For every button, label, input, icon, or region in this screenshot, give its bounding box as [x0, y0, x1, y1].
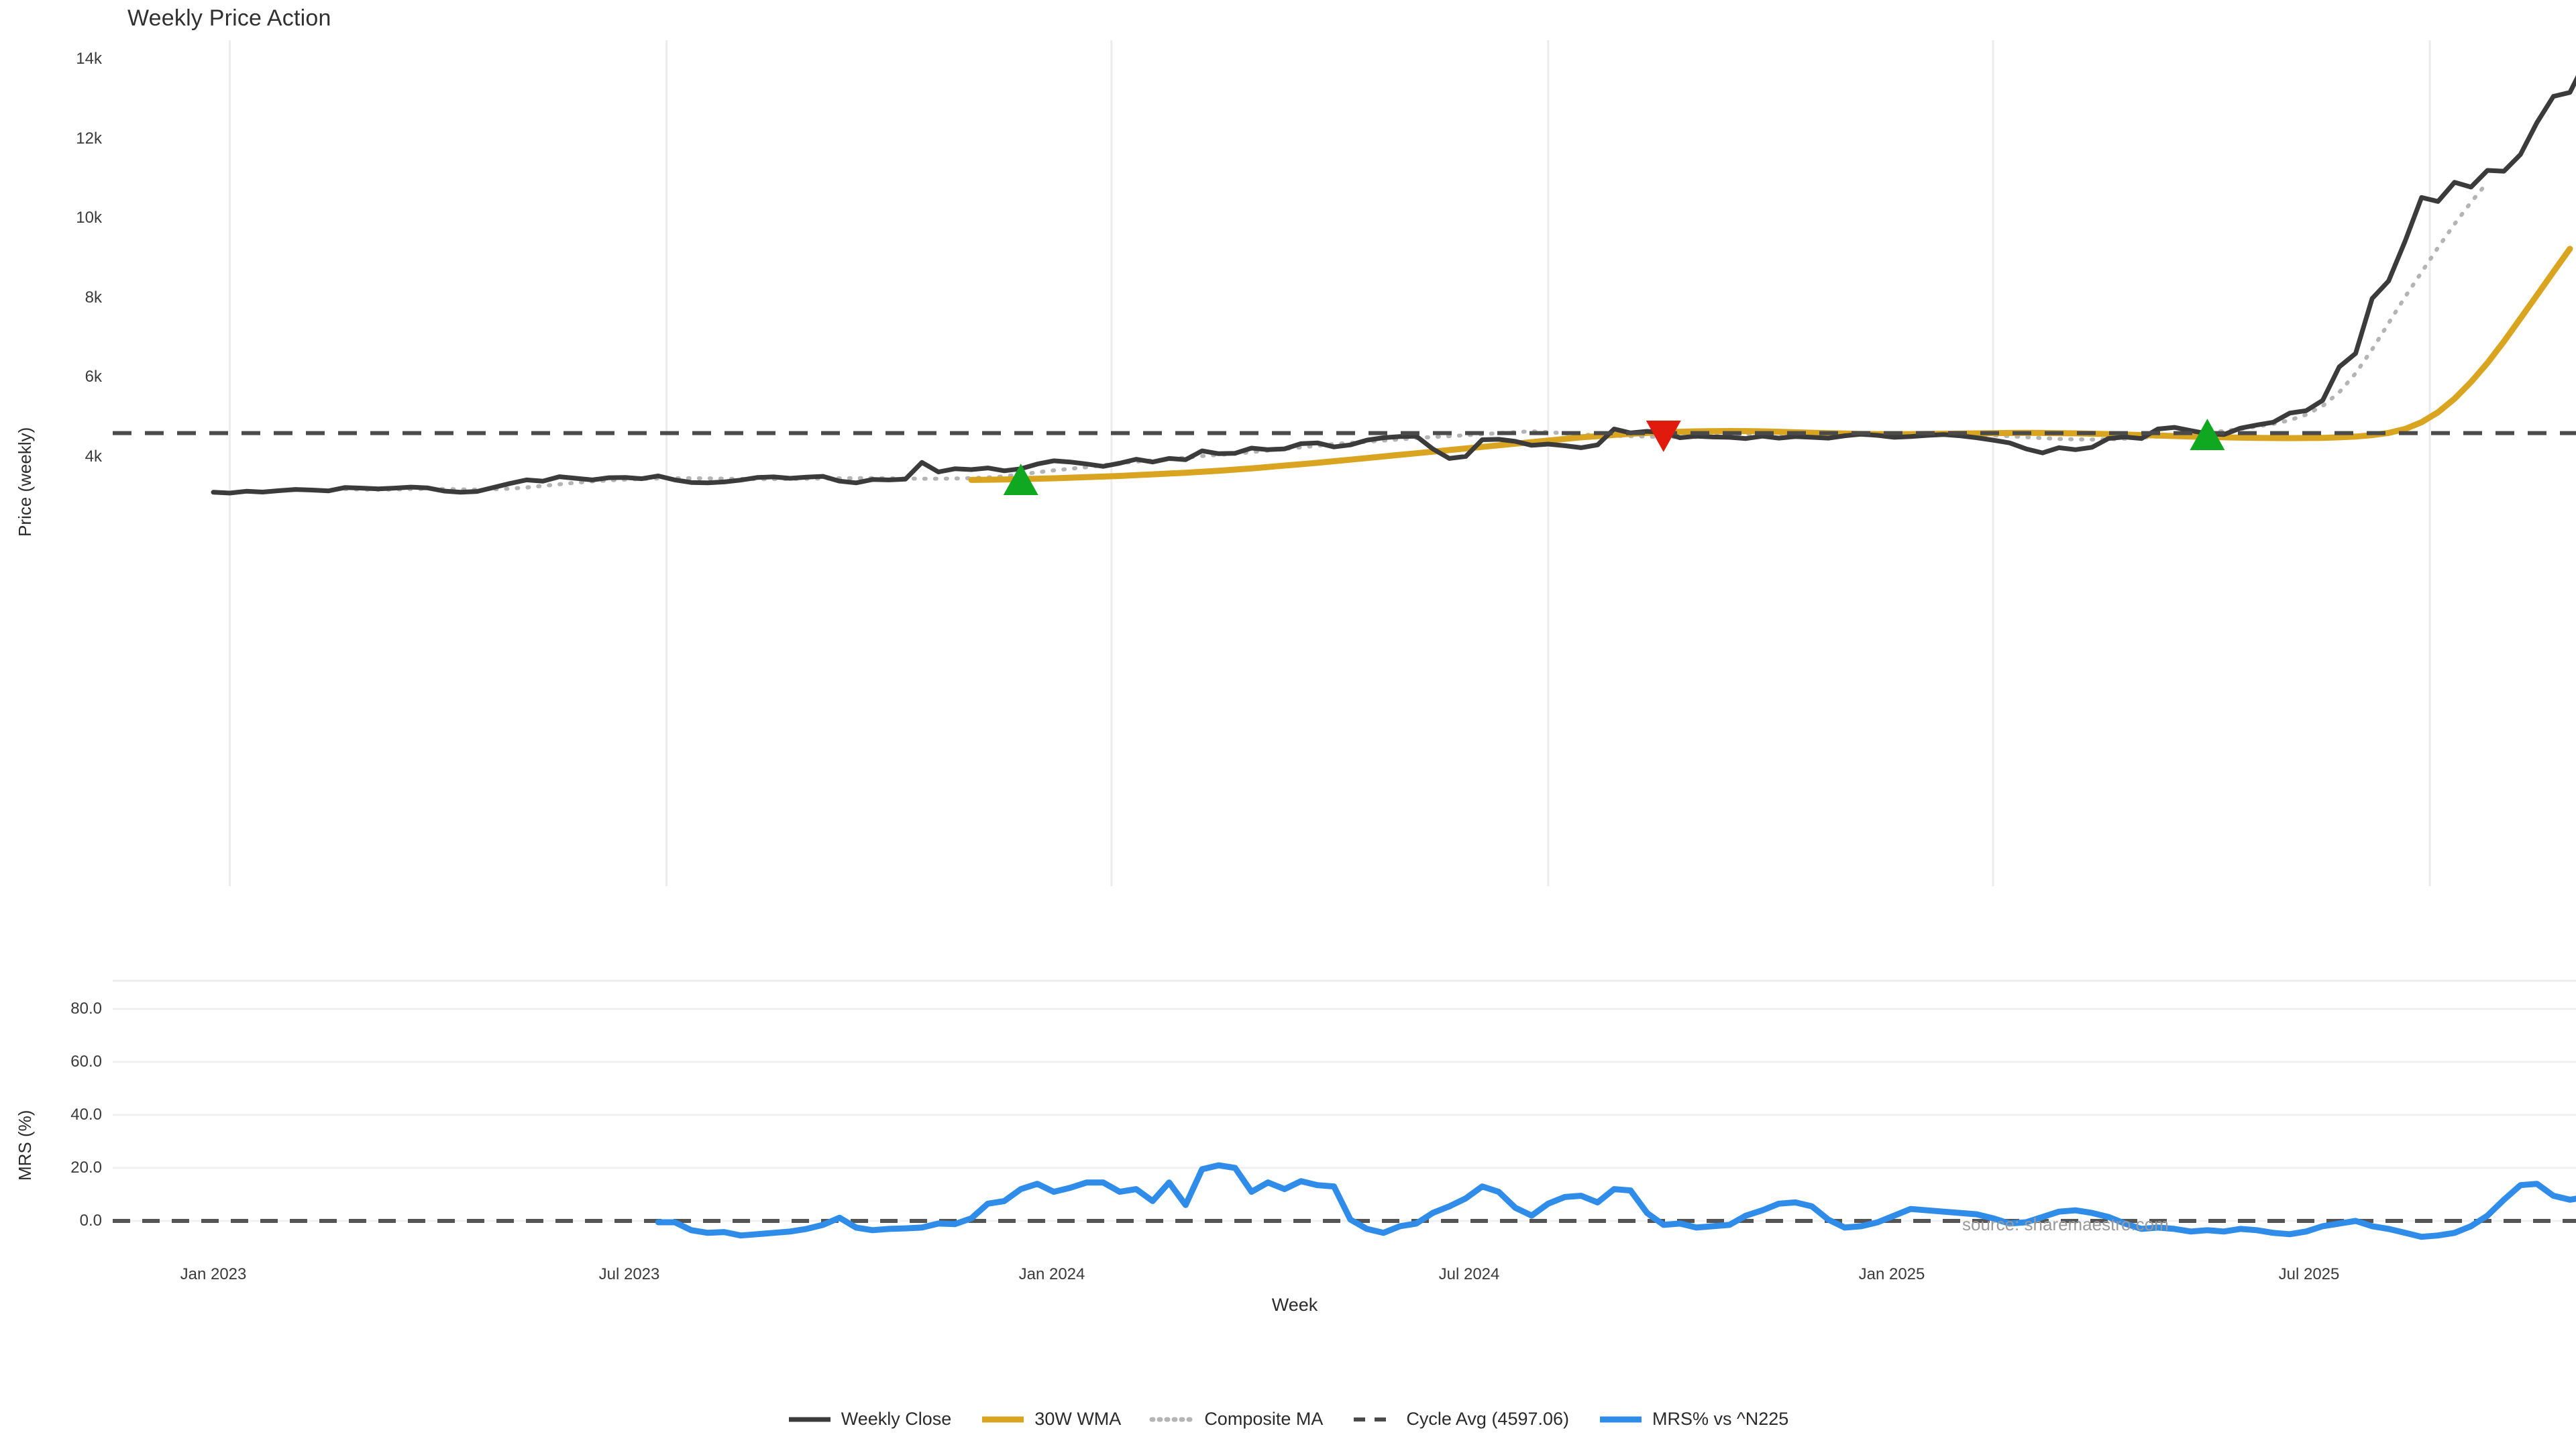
xtick-jan-2023: Jan 2023	[180, 1265, 247, 1283]
chart-title: Weekly Price Action	[127, 5, 331, 31]
signal-markers	[1003, 419, 2225, 495]
mrs-axis-label: MRS (%)	[15, 1110, 35, 1181]
mrs-line	[655, 1162, 2576, 1240]
weekly-close-line	[211, 74, 2576, 496]
legend-item-cycle-avg[interactable]: Cycle Avg (4597.06)	[1352, 1409, 1569, 1430]
legend-item-weekly-close[interactable]: Weekly Close	[788, 1409, 952, 1430]
price-chart-svg	[113, 40, 2576, 886]
x-axis-label: Week	[1271, 1295, 1318, 1315]
legend-swatch-30w-wma	[982, 1416, 1024, 1422]
mrs-plot-area	[113, 939, 2576, 1249]
legend-swatch-composite-ma	[1149, 1417, 1196, 1421]
legend-label-composite-ma: Composite MA	[1204, 1409, 1324, 1429]
xtick-jan-2025: Jan 2025	[1858, 1265, 1925, 1283]
legend-label-mrs: MRS% vs ^N225	[1652, 1409, 1789, 1429]
xtick-jul-2023: Jul 2023	[598, 1265, 660, 1283]
wma-line	[968, 246, 2573, 483]
legend-label-weekly-close: Weekly Close	[841, 1409, 952, 1429]
xtick-jul-2025: Jul 2025	[2278, 1265, 2340, 1283]
xtick-jan-2024: Jan 2024	[1018, 1265, 1085, 1283]
legend-label-cycle-avg: Cycle Avg (4597.06)	[1406, 1409, 1570, 1429]
legend-item-30w-wma[interactable]: 30W WMA	[981, 1409, 1121, 1430]
sell-signal-marker	[1646, 420, 1681, 452]
xtick-jul-2024: Jul 2024	[1438, 1265, 1500, 1283]
chart-legend: Weekly Close 30W WMA Composite MA Cycle …	[0, 1409, 2576, 1430]
price-axis-label: Price (weekly)	[15, 427, 35, 537]
source-watermark: source: sharemaestro.com	[1962, 1214, 2169, 1234]
legend-swatch-mrs	[1600, 1416, 1642, 1422]
buy-signal-marker	[2190, 419, 2225, 450]
price-plot-area	[113, 40, 2576, 887]
mrs-gridlines	[113, 979, 2576, 1222]
legend-item-composite-ma[interactable]: Composite MA	[1149, 1409, 1324, 1430]
legend-item-mrs[interactable]: MRS% vs ^N225	[1599, 1409, 1788, 1430]
mrs-chart-svg	[113, 979, 2576, 1240]
legend-swatch-weekly-close	[788, 1417, 830, 1421]
legend-label-30w-wma: 30W WMA	[1034, 1409, 1122, 1429]
buy-signal-marker	[1003, 464, 1038, 495]
legend-swatch-cycle-avg	[1354, 1417, 1396, 1421]
